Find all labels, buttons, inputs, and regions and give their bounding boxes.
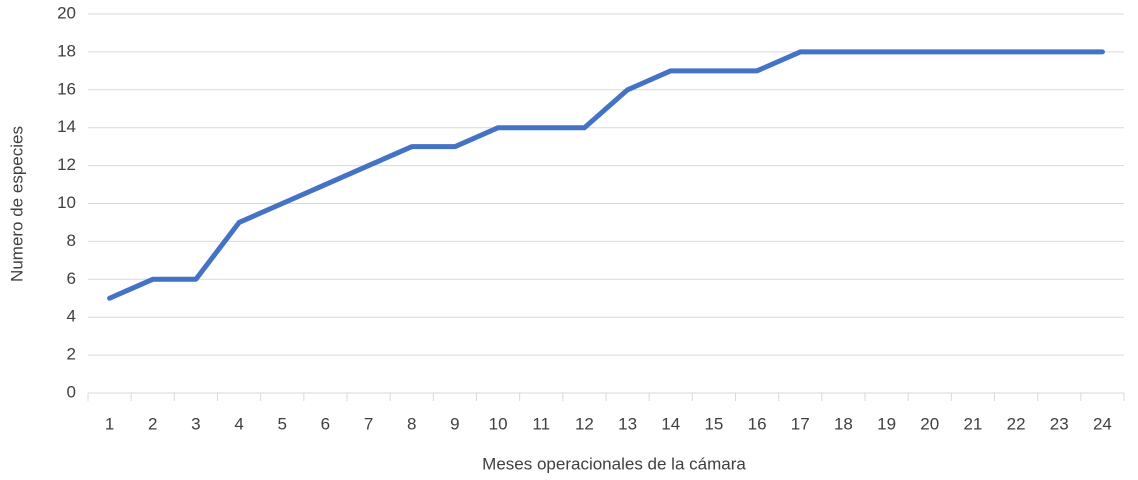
x-tick-label: 6 <box>321 414 330 433</box>
x-tick-label: 23 <box>1050 414 1069 433</box>
y-tick-label: 2 <box>67 345 76 364</box>
x-tick-label: 7 <box>364 414 373 433</box>
x-tick-label: 1 <box>105 414 114 433</box>
y-tick-label: 18 <box>57 41 76 60</box>
x-tick-label: 17 <box>791 414 810 433</box>
y-tick-label: 20 <box>57 3 76 22</box>
x-tick-label: 11 <box>532 414 550 433</box>
x-axis-title: Meses operacionales de la cámara <box>482 454 746 473</box>
x-tick-label: 20 <box>920 414 939 433</box>
y-axis-title: Numero de especies <box>7 126 26 282</box>
x-tick-label: 9 <box>450 414 459 433</box>
x-tick-label: 18 <box>834 414 853 433</box>
y-tick-label: 10 <box>57 193 76 212</box>
y-tick-label: 0 <box>67 382 76 401</box>
y-tick-label: 16 <box>57 79 76 98</box>
y-tick-label: 6 <box>67 269 76 288</box>
y-tick-label: 8 <box>67 231 76 250</box>
y-tick-label: 14 <box>57 117 76 136</box>
x-tick-label: 22 <box>1007 414 1026 433</box>
x-tick-label: 10 <box>489 414 508 433</box>
x-tick-label: 2 <box>148 414 157 433</box>
x-tick-label: 19 <box>877 414 896 433</box>
x-tick-label: 14 <box>661 414 680 433</box>
x-tick-label: 15 <box>704 414 723 433</box>
y-tick-label: 12 <box>57 155 76 174</box>
x-tick-label: 12 <box>575 414 594 433</box>
y-tick-label: 4 <box>67 307 76 326</box>
x-tick-label: 8 <box>407 414 416 433</box>
x-tick-label: 16 <box>748 414 767 433</box>
x-tick-label: 21 <box>963 414 982 433</box>
x-tick-label: 5 <box>278 414 287 433</box>
x-tick-label: 3 <box>191 414 200 433</box>
x-tick-label: 24 <box>1093 414 1112 433</box>
x-tick-label: 4 <box>234 414 243 433</box>
data-line <box>107 49 1105 301</box>
x-tick-label: 13 <box>618 414 637 433</box>
